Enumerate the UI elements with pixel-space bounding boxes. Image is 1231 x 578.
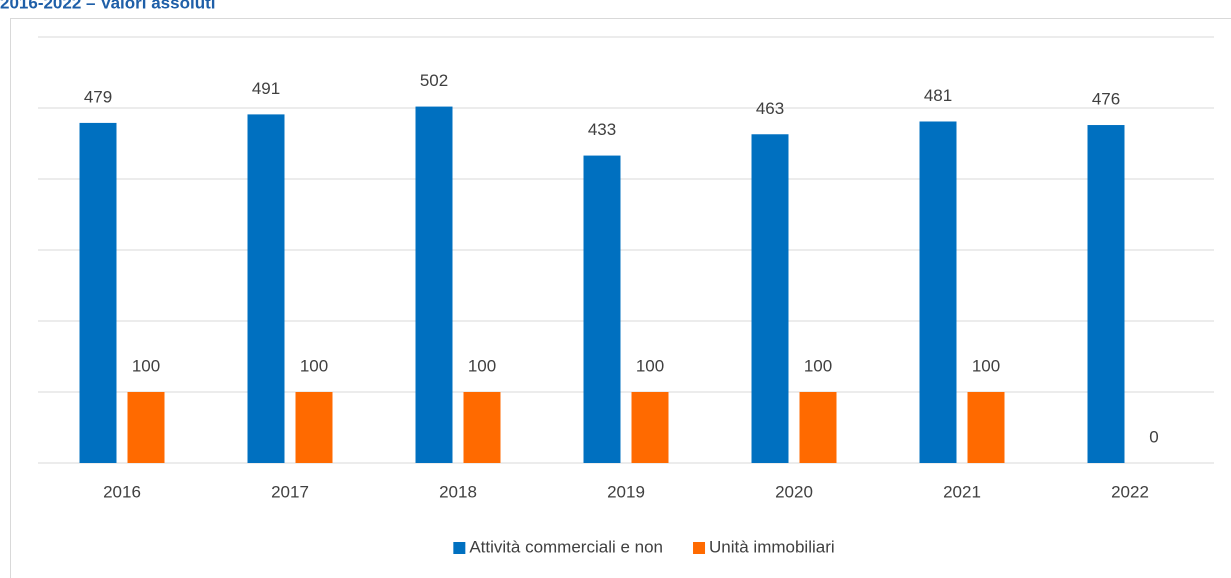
x-tick-label: 2016	[103, 482, 141, 501]
bar	[295, 392, 333, 463]
bar	[967, 392, 1005, 463]
bar	[751, 134, 789, 463]
data-label: 476	[1092, 90, 1120, 109]
legend-label: Attività commerciali e non	[469, 537, 663, 556]
data-label: 100	[804, 356, 832, 375]
data-label: 479	[84, 87, 112, 106]
bar	[631, 392, 669, 463]
chart-frame	[10, 18, 1231, 578]
bar	[919, 121, 957, 464]
data-label: 502	[420, 71, 448, 90]
data-label: 100	[636, 356, 664, 375]
legend-swatch	[693, 542, 706, 554]
x-tick-label: 2018	[439, 482, 477, 501]
bar	[79, 122, 117, 463]
bar	[799, 392, 837, 463]
chart-title: 2016-2022 – Valori assoluti	[0, 0, 215, 12]
legend-swatch	[453, 542, 466, 554]
data-label: 100	[468, 356, 496, 375]
data-label: 463	[756, 99, 784, 118]
x-tick-label: 2020	[775, 482, 813, 501]
data-label: 100	[132, 356, 160, 375]
bar	[1087, 125, 1125, 463]
bar	[247, 114, 285, 463]
data-label: 100	[300, 356, 328, 375]
data-label: 433	[588, 120, 616, 139]
data-label: 491	[252, 79, 280, 98]
bar	[415, 106, 453, 463]
data-label: 481	[924, 86, 952, 105]
data-label: 100	[972, 356, 1000, 375]
bar	[463, 392, 501, 463]
legend-label: Unità immobiliari	[709, 537, 835, 556]
x-tick-label: 2017	[271, 482, 309, 501]
data-label: 0	[1149, 427, 1158, 446]
x-tick-label: 2022	[1111, 482, 1149, 501]
bar	[127, 392, 165, 463]
bar	[583, 155, 621, 463]
x-tick-label: 2021	[943, 482, 981, 501]
x-tick-label: 2019	[607, 482, 645, 501]
